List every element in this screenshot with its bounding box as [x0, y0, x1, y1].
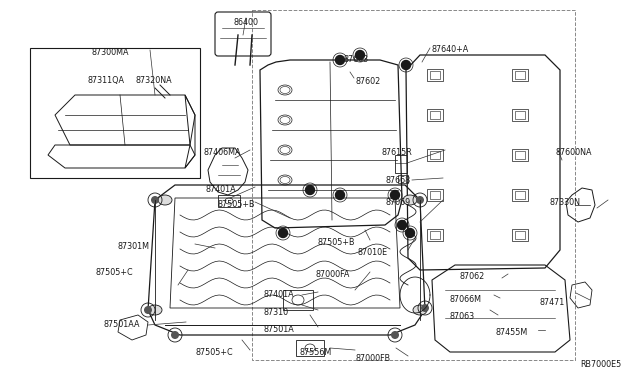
Text: 87401A: 87401A: [264, 290, 294, 299]
Bar: [430, 71, 440, 79]
Circle shape: [171, 331, 179, 339]
Text: 87501AA: 87501AA: [104, 320, 141, 329]
Bar: [283, 290, 313, 310]
Circle shape: [335, 55, 344, 64]
Text: 87615R: 87615R: [382, 148, 413, 157]
Circle shape: [335, 190, 344, 199]
Bar: [430, 231, 440, 239]
Ellipse shape: [403, 195, 417, 205]
Circle shape: [397, 221, 406, 230]
Bar: [515, 191, 525, 199]
Text: 87556M: 87556M: [300, 348, 332, 357]
Circle shape: [416, 196, 424, 204]
Text: 87406MA: 87406MA: [204, 148, 241, 157]
Bar: [427, 149, 443, 161]
Bar: [515, 151, 525, 159]
Bar: [515, 71, 525, 79]
Bar: [252, 10, 575, 360]
Circle shape: [144, 306, 152, 314]
Circle shape: [401, 61, 410, 70]
Ellipse shape: [413, 305, 427, 315]
Text: 87668: 87668: [386, 176, 411, 185]
Text: 87505+B: 87505+B: [218, 200, 255, 209]
Ellipse shape: [158, 195, 172, 205]
Text: 87602: 87602: [356, 77, 381, 86]
Bar: [296, 340, 324, 356]
Bar: [30, 48, 200, 178]
Text: 87471: 87471: [540, 298, 565, 307]
Bar: [427, 229, 443, 241]
Circle shape: [391, 331, 399, 339]
Text: 87010E: 87010E: [358, 248, 388, 257]
Text: 87505+B: 87505+B: [317, 238, 355, 247]
Text: 87600NA: 87600NA: [556, 148, 593, 157]
Bar: [430, 151, 440, 159]
Text: 87330N: 87330N: [550, 198, 581, 207]
Circle shape: [355, 51, 365, 60]
Ellipse shape: [148, 305, 162, 315]
Text: 87310: 87310: [264, 308, 289, 317]
Circle shape: [151, 196, 159, 204]
Bar: [512, 189, 528, 201]
Text: 87300MA: 87300MA: [92, 48, 129, 57]
Bar: [218, 195, 240, 207]
Circle shape: [305, 186, 314, 195]
Bar: [427, 69, 443, 81]
Circle shape: [390, 190, 399, 199]
Bar: [512, 109, 528, 121]
Bar: [512, 149, 528, 161]
Bar: [512, 69, 528, 81]
Text: 87063: 87063: [450, 312, 475, 321]
Bar: [427, 189, 443, 201]
Text: 87505+C: 87505+C: [96, 268, 134, 277]
Text: 87320NA: 87320NA: [136, 76, 173, 85]
Text: 87000FA: 87000FA: [316, 270, 350, 279]
Text: 87066M: 87066M: [450, 295, 482, 304]
Circle shape: [278, 228, 287, 237]
Text: 87603: 87603: [343, 55, 368, 64]
Bar: [515, 111, 525, 119]
Text: 87501A: 87501A: [264, 325, 295, 334]
Bar: [427, 109, 443, 121]
Text: RB7000E5: RB7000E5: [580, 360, 621, 369]
Text: 86400: 86400: [234, 18, 259, 27]
Bar: [398, 175, 408, 183]
Circle shape: [421, 304, 429, 312]
Text: 87311QA: 87311QA: [88, 76, 125, 85]
Text: 87069: 87069: [386, 198, 412, 207]
Text: 87000FB: 87000FB: [356, 354, 391, 363]
Text: 87301M: 87301M: [118, 242, 150, 251]
Bar: [512, 229, 528, 241]
Circle shape: [406, 228, 415, 237]
Text: 87455M: 87455M: [496, 328, 528, 337]
Text: 87640+A: 87640+A: [432, 45, 469, 54]
Text: 87062: 87062: [460, 272, 485, 281]
Bar: [430, 111, 440, 119]
Text: 87505+C: 87505+C: [196, 348, 234, 357]
Bar: [515, 231, 525, 239]
Text: 87401A: 87401A: [205, 185, 236, 194]
Bar: [430, 191, 440, 199]
Bar: [395, 155, 407, 173]
